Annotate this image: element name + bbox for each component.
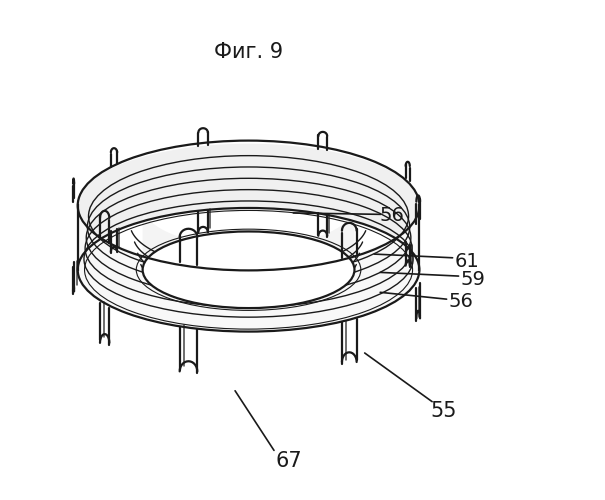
- Text: 61: 61: [455, 252, 480, 271]
- Text: 55: 55: [430, 400, 457, 420]
- Polygon shape: [77, 144, 419, 270]
- Ellipse shape: [143, 232, 355, 308]
- Text: 67: 67: [276, 451, 302, 471]
- Ellipse shape: [77, 208, 419, 332]
- Polygon shape: [77, 206, 419, 332]
- Text: 56: 56: [380, 206, 405, 225]
- Ellipse shape: [143, 232, 355, 308]
- Text: Фиг. 9: Фиг. 9: [214, 42, 283, 62]
- Polygon shape: [143, 206, 355, 308]
- Text: 56: 56: [449, 292, 474, 312]
- Text: 59: 59: [461, 270, 486, 289]
